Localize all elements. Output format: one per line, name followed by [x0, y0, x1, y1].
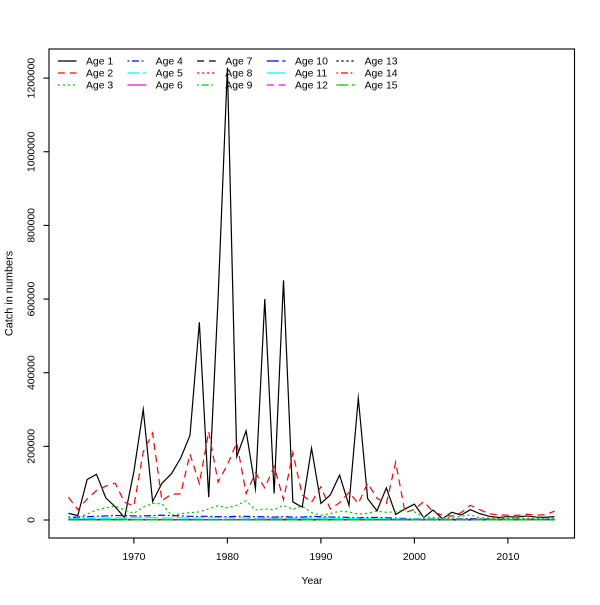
svg-text:Age 14: Age 14	[365, 69, 398, 80]
svg-text:Age 4: Age 4	[156, 57, 183, 68]
svg-text:Age 2: Age 2	[86, 69, 113, 80]
svg-text:1980: 1980	[216, 552, 239, 563]
svg-text:Age 10: Age 10	[295, 57, 328, 68]
svg-text:1200000: 1200000	[27, 58, 38, 99]
svg-text:Age 5: Age 5	[156, 69, 183, 80]
svg-text:Age 8: Age 8	[225, 69, 252, 80]
svg-text:Age 13: Age 13	[365, 57, 398, 68]
svg-text:Year: Year	[302, 576, 324, 587]
svg-text:400000: 400000	[27, 355, 38, 390]
svg-text:Age 3: Age 3	[86, 81, 113, 92]
svg-text:200000: 200000	[27, 429, 38, 464]
svg-text:800000: 800000	[27, 208, 38, 243]
svg-text:Age 1: Age 1	[86, 57, 113, 68]
svg-text:2010: 2010	[496, 552, 519, 563]
svg-text:1990: 1990	[309, 552, 332, 563]
svg-text:Age 15: Age 15	[365, 81, 398, 92]
svg-text:Age 12: Age 12	[295, 81, 328, 92]
svg-text:1000000: 1000000	[27, 131, 38, 172]
svg-text:2000: 2000	[403, 552, 426, 563]
svg-text:Age 9: Age 9	[225, 81, 252, 92]
svg-text:Age 11: Age 11	[295, 69, 327, 80]
svg-text:Catch in numbers: Catch in numbers	[3, 250, 15, 336]
svg-text:Age 6: Age 6	[156, 81, 183, 92]
svg-text:0: 0	[27, 517, 38, 523]
svg-text:Age 7: Age 7	[225, 57, 252, 68]
svg-text:1970: 1970	[122, 552, 145, 563]
svg-text:600000: 600000	[27, 281, 38, 316]
